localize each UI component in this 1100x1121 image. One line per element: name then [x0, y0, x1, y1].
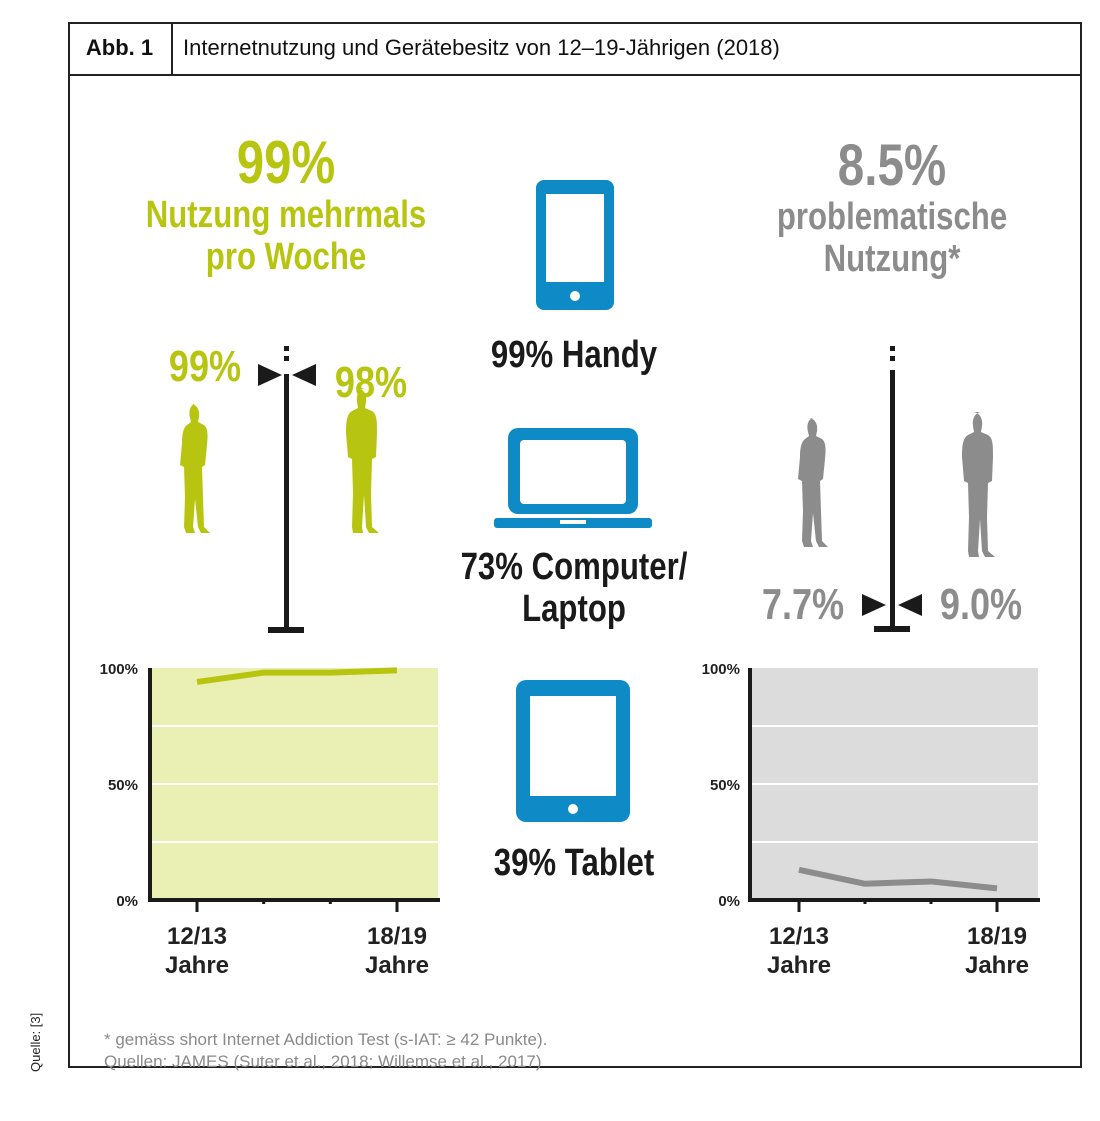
right-headline: 8.5% — [837, 133, 947, 198]
smartphone-icon — [536, 180, 614, 310]
female-figure-icon — [798, 418, 828, 547]
x-tick-label: Jahre — [965, 952, 1029, 979]
handy-label: 99% Handy — [490, 334, 658, 376]
left-figures — [180, 388, 379, 533]
x-tick-label: Jahre — [767, 952, 831, 979]
figure-title: Internetnutzung und Gerätebesitz von 12–… — [183, 35, 780, 60]
computer-label-2: Laptop — [522, 588, 626, 630]
laptop-icon — [494, 428, 652, 528]
series-line — [196, 667, 398, 685]
computer-label-1: 73% Computer/ — [460, 546, 688, 588]
right-divider — [862, 346, 922, 632]
figure-label: Abb. 1 — [68, 22, 173, 76]
x-tick-label: 12/13 — [769, 923, 829, 950]
series-line — [798, 866, 998, 892]
right-male-value: 9.0% — [939, 580, 1023, 629]
right-female-value: 7.7% — [761, 580, 845, 629]
x-tick-label: 18/19 — [367, 923, 427, 950]
footnote: * gemäss short Internet Addiction Test (… — [104, 1030, 548, 1049]
source-side-label: Quelle: [3] — [28, 1012, 43, 1072]
right-subline-1: problematische — [776, 196, 1008, 238]
sources: Quellen: JAMES (Suter et al., 2018; Will… — [104, 1052, 542, 1071]
male-figure-icon — [346, 388, 379, 533]
left-subline-2: pro Woche — [205, 236, 367, 278]
figure-frame — [68, 22, 1082, 1068]
left-divider — [258, 346, 316, 633]
y-tick-label: 0% — [116, 893, 138, 910]
y-tick-label: 100% — [702, 661, 740, 678]
left-male-value: 98% — [334, 358, 408, 407]
left-headline: 99% — [236, 129, 336, 196]
y-tick-label: 50% — [108, 777, 138, 794]
female-figure-icon — [180, 404, 210, 533]
x-tick-label: 18/19 — [967, 923, 1027, 950]
x-tick-label: Jahre — [365, 952, 429, 979]
left-female-value: 99% — [168, 342, 242, 391]
y-tick-label: 0% — [718, 893, 740, 910]
left-subline-1: Nutzung mehrmals — [145, 194, 427, 236]
figure-header — [68, 22, 1082, 76]
right-figures — [798, 412, 995, 557]
y-tick-label: 50% — [710, 777, 740, 794]
x-tick-label: Jahre — [165, 952, 229, 979]
tablet-icon — [516, 680, 630, 822]
tablet-label: 39% Tablet — [493, 842, 655, 884]
y-tick-label: 100% — [100, 661, 138, 678]
x-tick-label: 12/13 — [167, 923, 227, 950]
right-subline-2: Nutzung* — [823, 238, 961, 280]
male-figure-icon — [962, 412, 995, 557]
